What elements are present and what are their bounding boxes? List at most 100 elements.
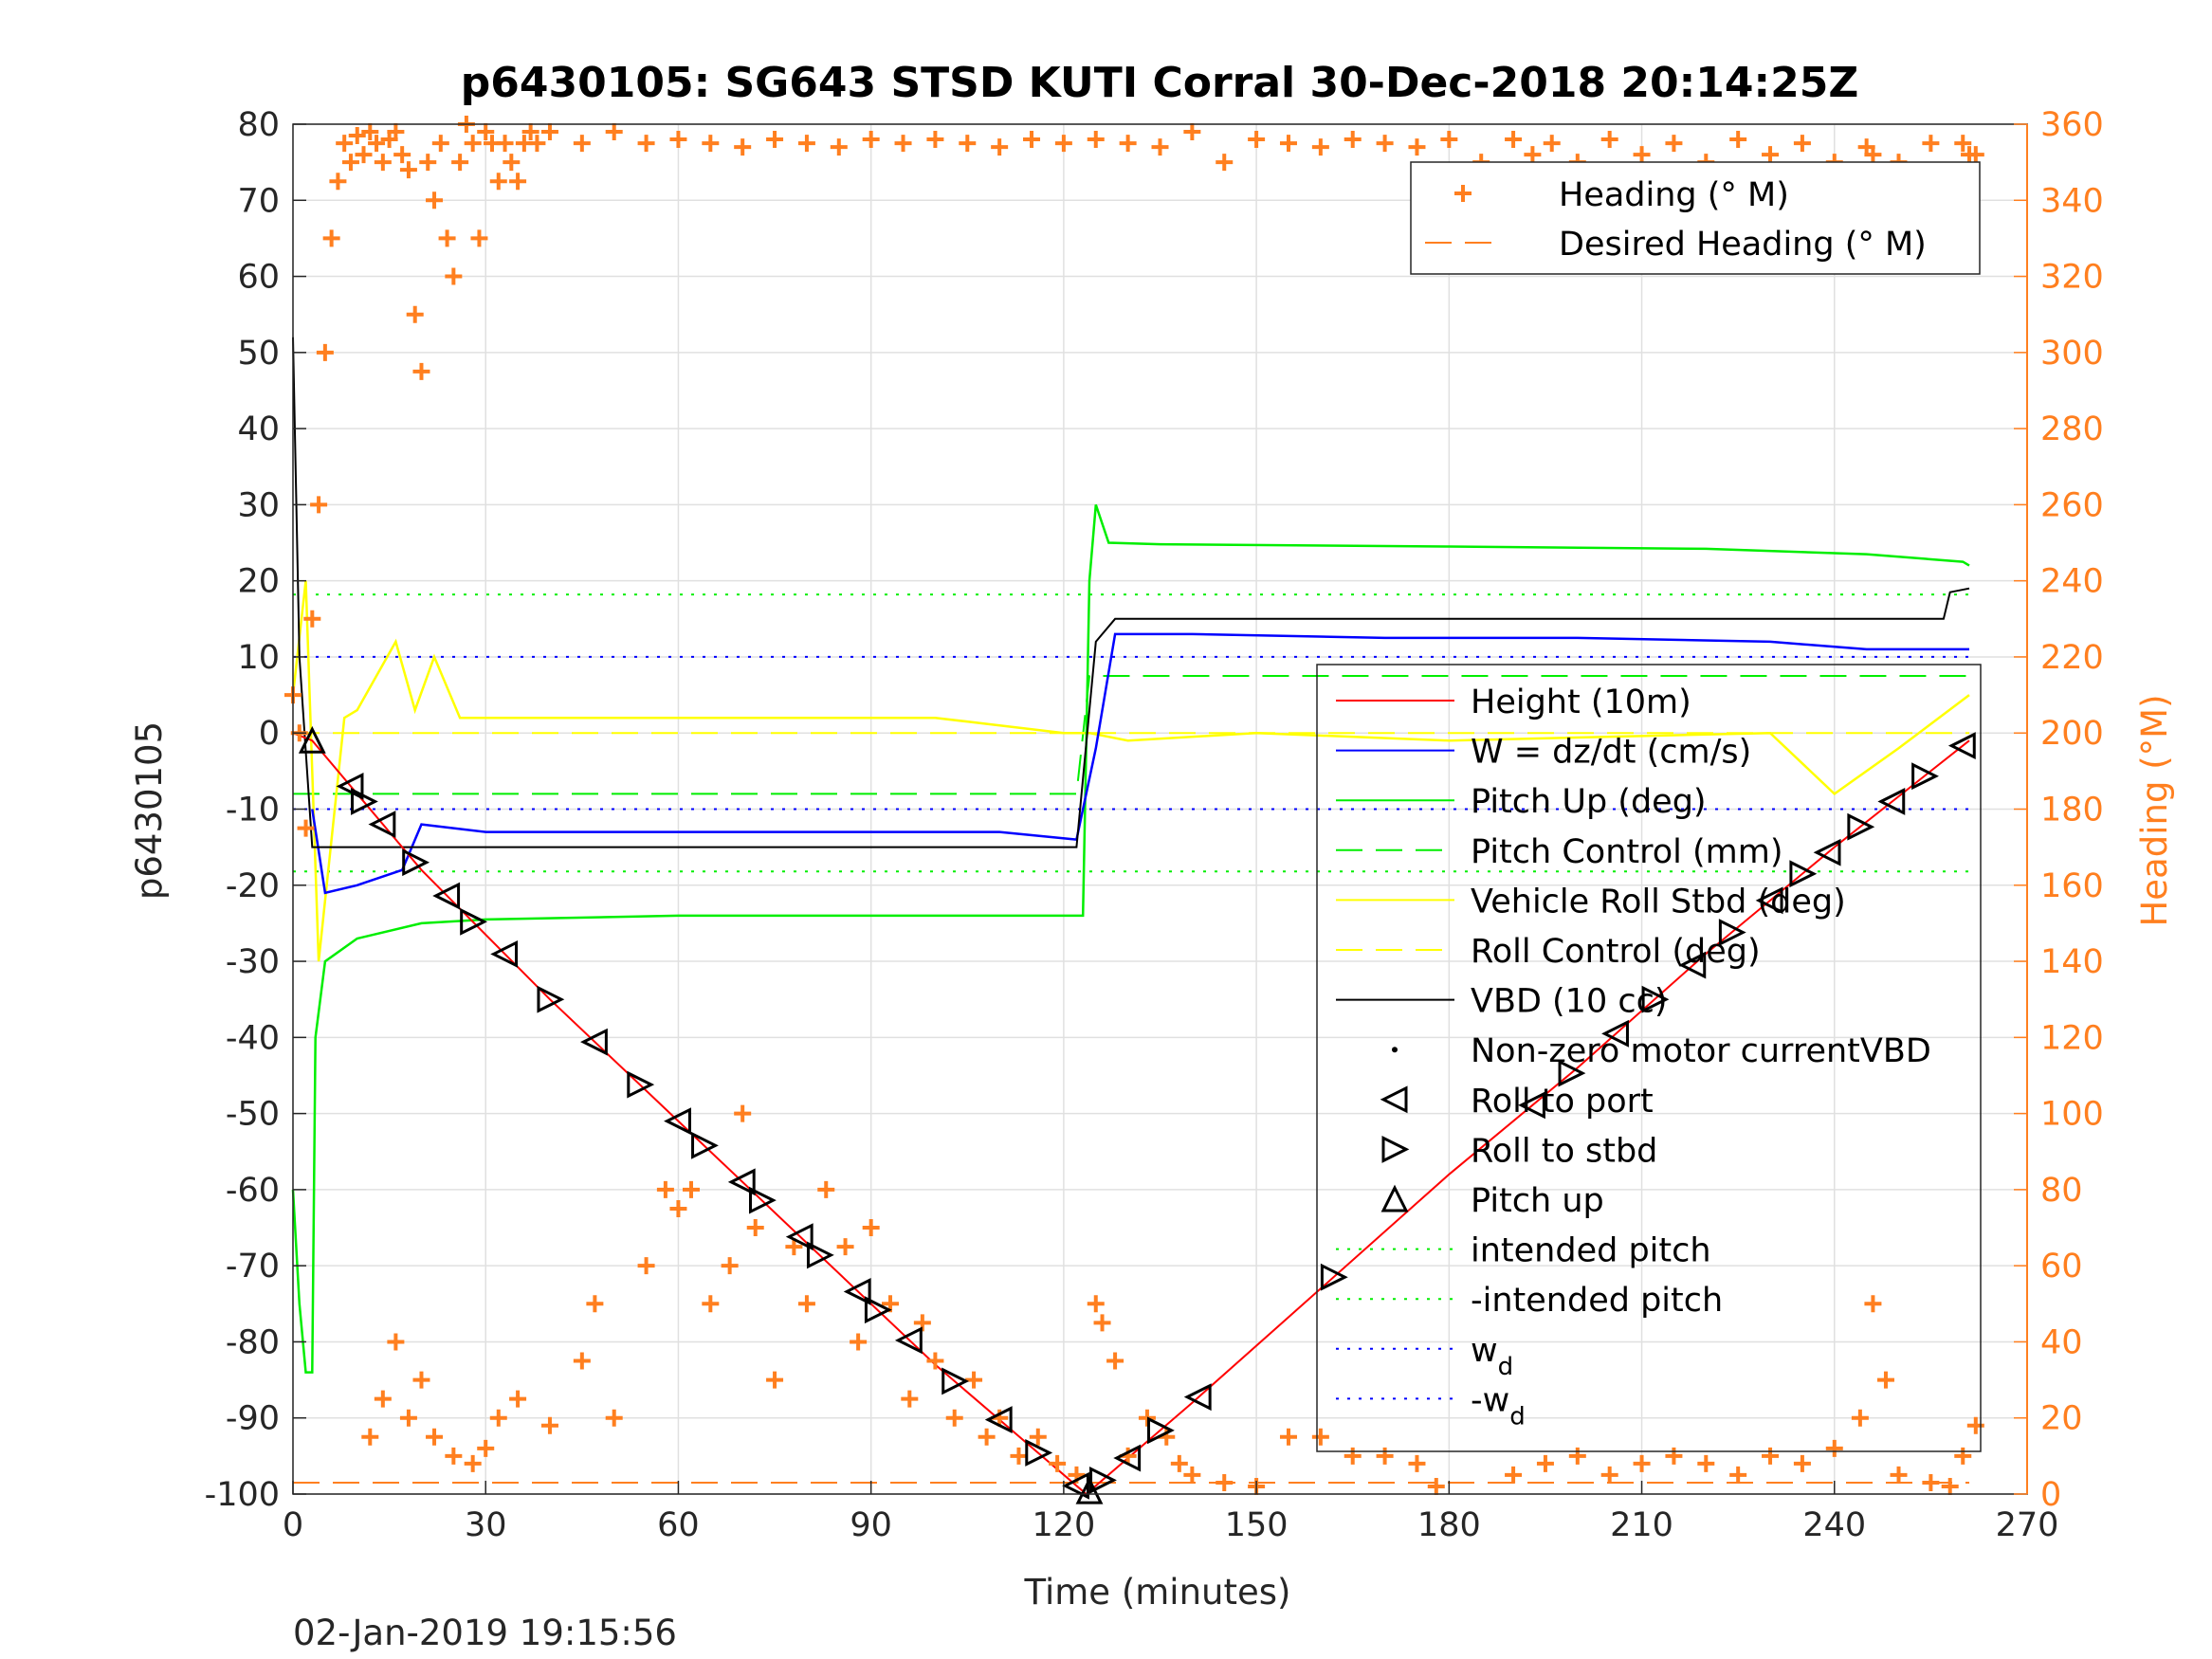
heading-marker bbox=[1966, 146, 1984, 164]
heading-marker bbox=[669, 1199, 687, 1217]
y2-tick-label: 280 bbox=[2040, 410, 2104, 448]
heading-marker bbox=[336, 135, 354, 153]
y-tick-label: 10 bbox=[237, 639, 280, 677]
heading-marker bbox=[746, 1219, 764, 1237]
heading-marker bbox=[355, 146, 373, 164]
y-axis-label: p6430105 bbox=[129, 721, 170, 900]
y2-tick-label: 180 bbox=[2040, 792, 2104, 830]
heading-marker bbox=[1279, 135, 1297, 153]
heading-marker bbox=[1311, 1428, 1329, 1446]
roll-to-stbd-marker bbox=[351, 788, 378, 815]
legend-heading-marker bbox=[1454, 185, 1472, 202]
heading-marker bbox=[1023, 131, 1041, 149]
heading-marker bbox=[797, 1295, 815, 1313]
heading-marker bbox=[310, 496, 328, 514]
heading-marker bbox=[1093, 1314, 1111, 1332]
legend-main-entry: VBD (10 cc) bbox=[1471, 983, 1668, 1021]
roll-to-port-marker bbox=[1183, 1383, 1212, 1412]
y2-tick-label: 80 bbox=[2040, 1172, 2083, 1210]
series-vehicle-roll bbox=[291, 580, 1970, 962]
heading-marker bbox=[361, 123, 379, 141]
y2-axis-label: Heading (°M) bbox=[2134, 694, 2175, 926]
heading-marker bbox=[830, 138, 848, 156]
legend-heading-entry: Heading (° M) bbox=[1559, 176, 1789, 214]
y-tick-label: 60 bbox=[237, 259, 280, 297]
roll-to-port-marker bbox=[1755, 886, 1783, 915]
y2-tick-label: 300 bbox=[2040, 335, 2104, 373]
heading-marker bbox=[637, 135, 655, 153]
y-tick-label: -40 bbox=[226, 1019, 280, 1057]
roll-to-stbd-marker bbox=[749, 1186, 777, 1214]
heading-marker bbox=[1119, 135, 1137, 153]
legend-main-entry: Roll to stbd bbox=[1471, 1132, 1657, 1170]
heading-marker bbox=[586, 1295, 604, 1313]
heading-marker bbox=[1633, 1454, 1651, 1472]
x-tick-label: 270 bbox=[1996, 1506, 2059, 1544]
heading-marker bbox=[477, 123, 495, 141]
heading-marker bbox=[1183, 123, 1201, 141]
heading-marker bbox=[734, 138, 752, 156]
y-tick-label: 0 bbox=[259, 715, 280, 753]
heading-marker bbox=[669, 131, 687, 149]
legend-main-entry: Vehicle Roll Stbd (deg) bbox=[1471, 883, 1846, 921]
legend-main-entry: Roll to port bbox=[1471, 1083, 1654, 1121]
heading-marker bbox=[399, 161, 417, 179]
heading-marker bbox=[894, 135, 912, 153]
heading-marker bbox=[368, 135, 386, 153]
heading-marker bbox=[540, 123, 558, 141]
heading-marker bbox=[412, 1371, 430, 1389]
heading-marker bbox=[470, 229, 488, 247]
heading-marker bbox=[1170, 1454, 1188, 1472]
heading-marker bbox=[836, 1238, 854, 1256]
series-pitch-control-mm- bbox=[293, 675, 1969, 795]
heading-marker bbox=[1966, 1416, 1984, 1434]
roll-to-port-marker bbox=[368, 811, 396, 838]
heading-marker bbox=[1954, 1447, 1972, 1465]
heading-marker bbox=[965, 1371, 983, 1389]
heading-marker bbox=[393, 146, 411, 164]
heading-marker bbox=[1793, 1454, 1811, 1472]
roll-to-stbd-marker bbox=[941, 1367, 970, 1395]
y2-tick-label: 240 bbox=[2040, 563, 2104, 601]
heading-marker bbox=[348, 127, 366, 145]
heading-marker bbox=[1954, 135, 1972, 153]
heading-marker bbox=[1851, 1409, 1869, 1427]
heading-marker bbox=[1054, 135, 1072, 153]
heading-marker bbox=[1087, 1295, 1105, 1313]
heading-marker bbox=[1665, 135, 1683, 153]
series-vbd bbox=[292, 337, 1970, 848]
roll-to-stbd-marker bbox=[806, 1241, 834, 1269]
y-tick-label: 50 bbox=[237, 335, 280, 373]
y-axis-right: 0 20 40 60 80 100 120 140 160 180 200 220 240 260 280 3… bbox=[2014, 106, 2104, 1514]
y-tick-label: 30 bbox=[237, 486, 280, 524]
y-tick-label: -70 bbox=[226, 1248, 280, 1285]
heading-marker bbox=[374, 154, 392, 172]
heading-marker bbox=[341, 154, 359, 172]
roll-to-stbd-marker bbox=[1320, 1263, 1348, 1291]
y-tick-label: -100 bbox=[205, 1476, 280, 1514]
roll-to-port-marker bbox=[894, 1326, 923, 1355]
x-axis: 0 30 60 90 120 150 180 210 240 270 bbox=[283, 1481, 2059, 1544]
legend-main-entry: -intended pitch bbox=[1471, 1282, 1723, 1320]
x-tick-label: 30 bbox=[465, 1506, 507, 1544]
roll-to-port-marker bbox=[580, 1028, 608, 1056]
heading-marker bbox=[1408, 1454, 1426, 1472]
x-axis-label: Time (minutes) bbox=[1024, 1572, 1291, 1613]
heading-marker bbox=[489, 1409, 507, 1427]
y-tick-label: -80 bbox=[226, 1323, 280, 1361]
heading-marker bbox=[496, 135, 514, 153]
heading-marker bbox=[477, 1439, 495, 1457]
heading-marker bbox=[817, 1180, 835, 1198]
y-tick-label: 70 bbox=[237, 182, 280, 220]
heading-marker bbox=[451, 154, 469, 172]
legend-main-entry: Pitch Up (deg) bbox=[1471, 783, 1707, 821]
heading-marker bbox=[721, 1257, 739, 1275]
legend-main-marker bbox=[1380, 1085, 1408, 1114]
heading-marker bbox=[1864, 1295, 1882, 1313]
heading-marker bbox=[1029, 1428, 1047, 1446]
heading-marker bbox=[1216, 1473, 1234, 1491]
heading-marker bbox=[1941, 1477, 1959, 1495]
heading-marker bbox=[1762, 1447, 1780, 1465]
heading-marker bbox=[1665, 1447, 1683, 1465]
